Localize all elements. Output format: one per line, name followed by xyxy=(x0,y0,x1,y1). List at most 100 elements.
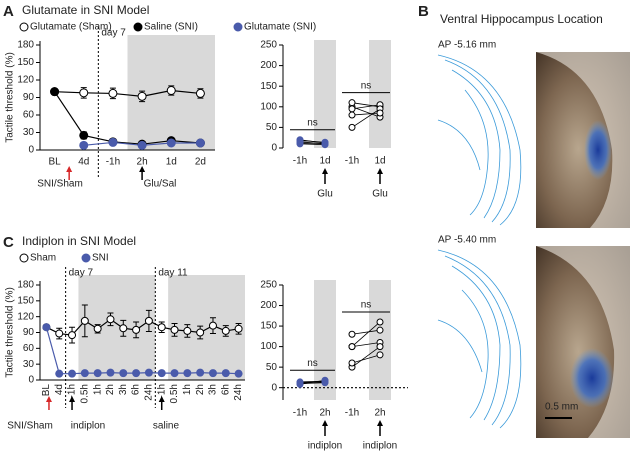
data-point xyxy=(376,318,384,326)
data-point xyxy=(80,316,89,325)
x-tick-label: -1h xyxy=(293,408,307,419)
x-tick-label: -1h xyxy=(345,408,359,419)
legend-marker xyxy=(19,22,29,32)
data-point xyxy=(348,99,356,107)
data-point xyxy=(348,105,356,113)
legend-label: SNI xyxy=(92,253,109,264)
data-point xyxy=(234,369,243,378)
histology-image xyxy=(536,52,630,438)
group-label: indiplon xyxy=(308,441,342,452)
significance-label: ns xyxy=(361,80,372,91)
data-point xyxy=(234,324,243,333)
y-tick-label: 120 xyxy=(17,311,34,322)
x-tick-label: 0.5h xyxy=(169,384,180,403)
data-point xyxy=(208,369,217,378)
event-label: day 7 xyxy=(69,268,94,279)
y-tick-label: 150 xyxy=(17,295,34,306)
data-point xyxy=(348,111,356,119)
atlas-drawing xyxy=(437,54,522,429)
annotation: Glu/Sal xyxy=(144,179,177,190)
x-tick-label: 1d xyxy=(319,156,330,167)
y-tick-label: 0 xyxy=(271,382,277,393)
x-tick-label: -1h xyxy=(156,384,167,398)
data-point xyxy=(68,369,77,378)
data-point xyxy=(119,324,128,333)
group-label: indiplon xyxy=(363,441,397,452)
data-point xyxy=(132,325,141,334)
data-point xyxy=(55,329,64,338)
x-tick-label: 2h xyxy=(374,408,385,419)
data-point xyxy=(170,369,179,378)
data-point xyxy=(106,368,115,377)
pair-line xyxy=(351,104,381,110)
y-tick-label: 100 xyxy=(260,341,277,352)
y-tick-label: 90 xyxy=(23,327,35,338)
data-point xyxy=(376,109,384,117)
pair-line xyxy=(351,112,381,116)
y-tick-label: 200 xyxy=(260,60,277,71)
x-tick-label: -1h xyxy=(67,384,78,398)
data-point xyxy=(119,369,128,378)
y-tick-label: 30 xyxy=(23,127,35,138)
section-label: AP -5.16 mm xyxy=(438,40,496,51)
data-point xyxy=(321,378,329,386)
x-tick-label: 1h xyxy=(182,384,193,395)
y-tick-label: 50 xyxy=(266,362,278,373)
group-label: Glu xyxy=(372,189,388,200)
data-point xyxy=(348,123,356,131)
data-point xyxy=(93,324,102,333)
event-label: day 7 xyxy=(101,28,126,39)
data-point xyxy=(170,325,179,334)
x-tick-label: -1h xyxy=(106,157,120,168)
group-label: Glu xyxy=(317,189,333,200)
data-point xyxy=(195,138,205,148)
data-point xyxy=(348,330,356,338)
y-tick-label: 60 xyxy=(23,343,35,354)
data-point xyxy=(221,326,230,335)
data-point xyxy=(144,368,153,377)
x-tick-label: BL xyxy=(41,384,52,397)
pair-line xyxy=(351,342,381,348)
x-tick-label: 3h xyxy=(118,384,129,395)
data-point xyxy=(42,323,51,332)
y-axis-label: Tactile threshold (%) xyxy=(5,52,16,143)
data-point xyxy=(79,140,89,150)
arrow-head xyxy=(322,168,328,174)
legend-label: Glutamate (SNI) xyxy=(244,22,316,33)
data-point xyxy=(183,326,192,335)
data-point xyxy=(93,369,102,378)
y-tick-label: 0 xyxy=(28,375,34,386)
data-point xyxy=(376,351,384,359)
shaded-period xyxy=(314,40,336,148)
y-tick-label: 0 xyxy=(271,143,277,154)
data-point xyxy=(79,88,89,98)
section-label: AP -5.40 mm xyxy=(438,235,496,246)
pair-line xyxy=(299,143,326,146)
data-point xyxy=(376,343,384,351)
data-point xyxy=(68,331,77,340)
arrow-head xyxy=(158,396,165,402)
y-tick-label: 0 xyxy=(28,145,34,156)
x-tick-label: 4d xyxy=(78,157,89,168)
data-point xyxy=(137,91,147,101)
shaded-period xyxy=(168,275,245,380)
legend-label: Sham xyxy=(30,253,56,264)
panel-label: B xyxy=(418,3,429,20)
panel-label: C xyxy=(3,234,14,251)
y-tick-label: 90 xyxy=(23,92,35,103)
panel-label: A xyxy=(3,3,14,20)
y-tick-label: 50 xyxy=(266,122,278,133)
shaded-period xyxy=(78,275,156,380)
x-tick-label: 2h xyxy=(195,384,206,395)
event-label: day 11 xyxy=(158,268,188,279)
series-line xyxy=(54,89,201,97)
data-point xyxy=(296,139,304,147)
data-point xyxy=(208,321,217,330)
pair-line xyxy=(351,321,381,347)
pair-line xyxy=(351,108,381,128)
y-axis-label: Tactile threshold (%) xyxy=(5,287,16,378)
significance-label: ns xyxy=(361,300,372,311)
y-tick-label: 30 xyxy=(23,359,35,370)
